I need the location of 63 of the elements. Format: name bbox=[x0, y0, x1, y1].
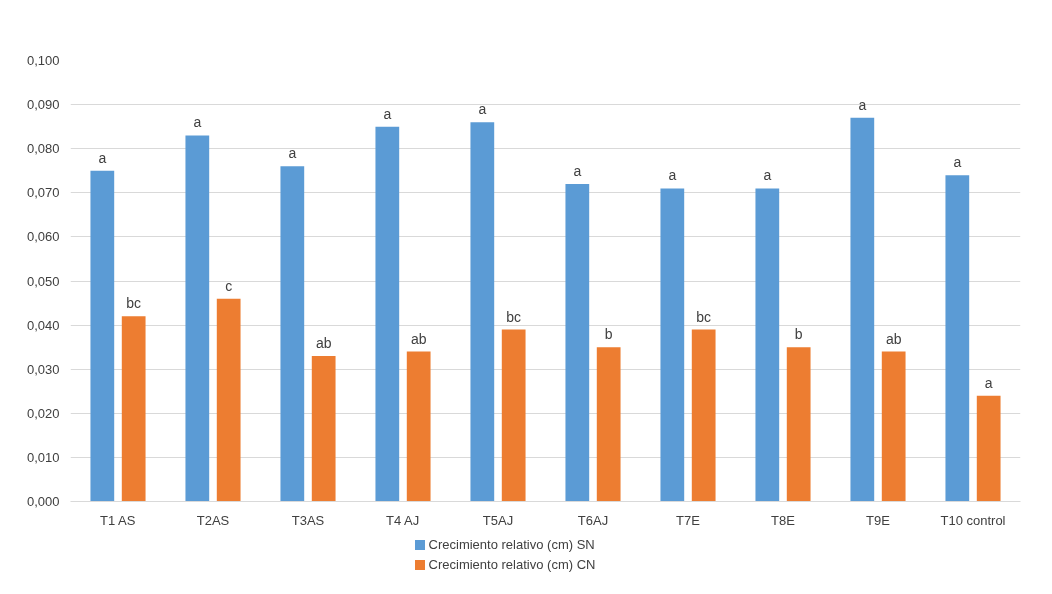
bar bbox=[121, 316, 146, 502]
annotation: bc bbox=[506, 308, 522, 325]
y-tick-label: 0,040 bbox=[26, 317, 60, 333]
x-tick-label: T2AS bbox=[196, 512, 230, 528]
annotation: a bbox=[98, 149, 107, 166]
annotation: bc bbox=[696, 308, 712, 325]
y-tick-label: 0,050 bbox=[26, 273, 60, 289]
y-tick-label: 0,060 bbox=[26, 229, 60, 245]
bar bbox=[185, 135, 210, 502]
x-tick-label: T3AS bbox=[291, 512, 325, 528]
bar bbox=[90, 170, 115, 502]
x-tick-label: T8E bbox=[771, 512, 796, 528]
y-tick-label: 0,020 bbox=[26, 405, 60, 421]
bar bbox=[691, 329, 716, 502]
annotation: ab bbox=[885, 330, 902, 347]
bar bbox=[976, 395, 1001, 502]
x-tick-label: T9E bbox=[866, 512, 891, 528]
bar bbox=[406, 351, 431, 502]
bar bbox=[596, 347, 621, 502]
x-tick-label: T6AJ bbox=[577, 512, 609, 528]
bar bbox=[755, 188, 780, 502]
annotation: a bbox=[573, 162, 582, 179]
y-tick-label: 0,000 bbox=[26, 494, 60, 509]
bar bbox=[660, 188, 685, 502]
bar bbox=[881, 351, 906, 502]
annotation: ab bbox=[410, 330, 427, 347]
legend-label: Crecimiento relativo (cm) CN bbox=[428, 555, 596, 574]
legend-label: Crecimiento relativo (cm) SN bbox=[428, 535, 595, 554]
annotation: c bbox=[225, 277, 233, 294]
x-tick-label: T7E bbox=[676, 512, 701, 528]
y-tick-label: 0,030 bbox=[26, 361, 60, 377]
annotation: a bbox=[668, 167, 677, 184]
annotation: ab bbox=[315, 334, 332, 351]
bar bbox=[501, 329, 526, 502]
x-tick-label: T4 AJ bbox=[386, 512, 420, 528]
bar bbox=[311, 355, 336, 502]
annotation: a bbox=[288, 145, 297, 162]
bar bbox=[470, 122, 495, 502]
annotation: a bbox=[953, 154, 962, 171]
annotation: bc bbox=[126, 295, 142, 312]
bar bbox=[786, 347, 811, 502]
bar bbox=[280, 166, 305, 502]
annotation: a bbox=[383, 105, 392, 122]
annotation: b bbox=[604, 326, 613, 343]
y-tick-label: 0,100 bbox=[26, 53, 60, 68]
bar bbox=[216, 298, 241, 502]
annotation: a bbox=[763, 167, 772, 184]
x-tick-label: T10 control bbox=[940, 512, 1006, 528]
annotation: a bbox=[478, 101, 487, 118]
bar bbox=[375, 126, 400, 502]
annotation: a bbox=[858, 96, 867, 113]
annotation: a bbox=[193, 114, 202, 131]
annotation: b bbox=[794, 326, 803, 343]
x-tick-label: T1 AS bbox=[99, 512, 136, 528]
y-tick-label: 0,010 bbox=[26, 449, 60, 465]
y-tick-label: 0,070 bbox=[26, 185, 60, 201]
bar bbox=[565, 183, 590, 502]
y-tick-label: 0,080 bbox=[26, 141, 60, 157]
x-tick-label: T5AJ bbox=[482, 512, 514, 528]
bar bbox=[945, 175, 970, 502]
y-tick-label: 0,090 bbox=[26, 97, 60, 113]
annotation: a bbox=[984, 374, 993, 391]
bar bbox=[850, 117, 875, 502]
